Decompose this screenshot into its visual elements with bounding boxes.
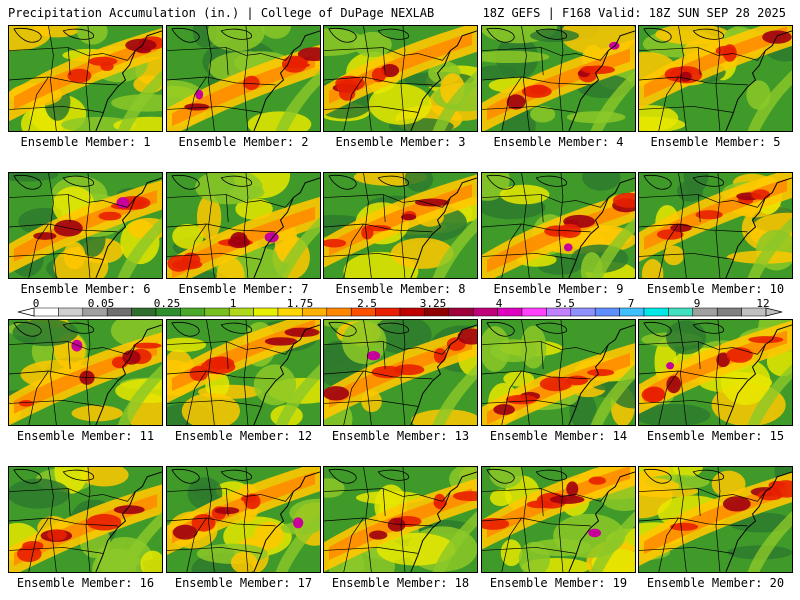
ensemble-member-label: Ensemble Member: 4 [493,135,624,149]
ensemble-member-label: Ensemble Member: 1 [20,135,151,149]
ensemble-map-panel [323,25,478,132]
ensemble-member-label: Ensemble Member: 20 [646,576,785,590]
colorbar-left-arrow [17,307,35,317]
ensemble-map-panel [323,172,478,279]
ensemble-member-label: Ensemble Member: 3 [335,135,466,149]
ensemble-map-panel [638,172,793,279]
ensemble-member-label: Ensemble Member: 7 [178,282,309,296]
ensemble-member-label: Ensemble Member: 2 [178,135,309,149]
ensemble-map-panel [323,319,478,426]
colorbar-swatch [472,307,498,317]
ensemble-map-panel [166,319,321,426]
colorbar-tick-label: 0.05 [87,297,115,310]
colorbar-tick-label: 0 [32,297,40,310]
ensemble-map-panel [8,319,163,426]
colorbar-swatch [326,307,352,317]
ensemble-member-label: Ensemble Member: 16 [16,576,155,590]
colorbar-tick-label: 1 [229,297,237,310]
colorbar-swatch [58,307,84,317]
ensemble-map-panel [8,172,163,279]
colorbar-swatch [668,307,694,317]
ensemble-member-label: Ensemble Member: 13 [331,429,470,443]
ensemble-map-panel [166,172,321,279]
ensemble-map-panel [481,25,636,132]
colorbar-swatch [204,307,230,317]
ensemble-map-panel [166,466,321,573]
colorbar-swatch [643,307,669,317]
colorbar-tick-label: 0.25 [153,297,181,310]
colorbar-swatch [180,307,206,317]
colorbar-right-arrow [765,307,783,317]
ensemble-map-panel [638,466,793,573]
colorbar-tick-label: 2.5 [357,297,377,310]
ensemble-map-panel [638,25,793,132]
colorbar-swatch [253,307,279,317]
ensemble-member-label: Ensemble Member: 18 [331,576,470,590]
ensemble-member-label: Ensemble Member: 12 [174,429,313,443]
precip-colorbar [17,307,783,317]
colorbar-tick-label: 7 [627,297,635,310]
ensemble-member-label: Ensemble Member: 9 [493,282,624,296]
ensemble-map-panel [481,466,636,573]
colorbar-tick-label: 5.5 [555,297,575,310]
ensemble-member-label: Ensemble Member: 5 [650,135,781,149]
ensemble-member-label: Ensemble Member: 8 [335,282,466,296]
ensemble-member-label: Ensemble Member: 19 [489,576,628,590]
colorbar-swatch [375,307,401,317]
valid-time-label: 18Z GEFS | F168 Valid: 18Z SUN SEP 28 20… [482,6,786,20]
colorbar-swatch [131,307,157,317]
ensemble-map-panel [481,319,636,426]
ensemble-map-panel [8,25,163,132]
ensemble-member-label: Ensemble Member: 15 [646,429,785,443]
ensemble-member-label: Ensemble Member: 11 [16,429,155,443]
ensemble-map-panel [8,466,163,573]
colorbar-swatch [448,307,474,317]
ensemble-member-label: Ensemble Member: 10 [646,282,785,296]
colorbar-swatch [716,307,742,317]
colorbar-tick-label: 3.25 [419,297,447,310]
colorbar-tick-label: 9 [693,297,701,310]
ensemble-map-panel [323,466,478,573]
colorbar-tick-label: 12 [756,297,770,310]
chart-title: Precipitation Accumulation (in.) | Colle… [8,6,435,20]
ensemble-map-panel [638,319,793,426]
colorbar-tick-label: 4 [495,297,503,310]
colorbar-swatch [521,307,547,317]
ensemble-map-panel [481,172,636,279]
ensemble-member-label: Ensemble Member: 17 [174,576,313,590]
colorbar-tick-label: 1.75 [286,297,314,310]
ensemble-member-label: Ensemble Member: 14 [489,429,628,443]
ensemble-member-label: Ensemble Member: 6 [20,282,151,296]
colorbar-swatch [594,307,620,317]
ensemble-map-panel [166,25,321,132]
